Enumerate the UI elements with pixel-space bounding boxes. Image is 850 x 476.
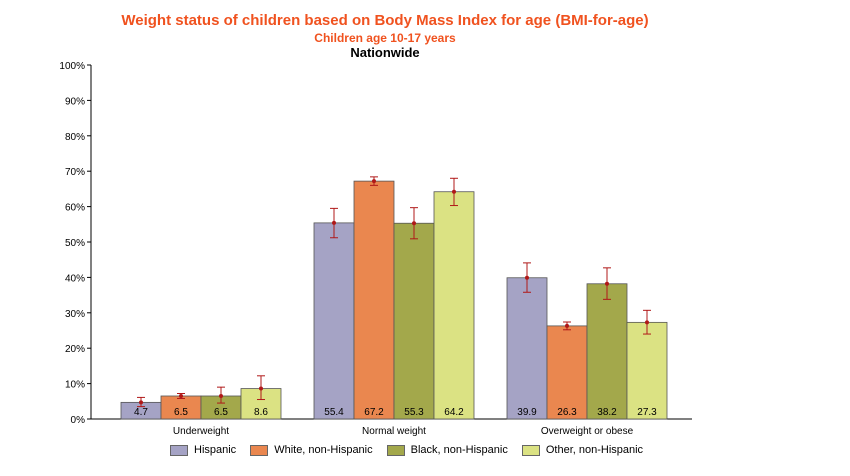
- legend-swatch: [386, 444, 405, 456]
- data-point: [139, 400, 143, 405]
- legend-label: Black, non-Hispanic: [410, 444, 508, 456]
- legend-swatch: [250, 444, 269, 456]
- data-label: 67.2: [364, 407, 384, 418]
- legend-label: Hispanic: [194, 444, 237, 456]
- data-label: 55.4: [324, 407, 344, 418]
- data-label: 39.9: [517, 407, 537, 418]
- data-point: [565, 323, 569, 328]
- legend-item: Black, non-Hispanic: [386, 444, 508, 456]
- data-point: [645, 320, 649, 325]
- data-label: 6.5: [214, 407, 228, 418]
- bar: [546, 325, 588, 420]
- y-tick-label: 60%: [65, 203, 85, 214]
- legend-label: Other, non-Hispanic: [545, 444, 644, 456]
- y-tick-label: 90%: [65, 96, 85, 107]
- data-point: [219, 393, 223, 398]
- legend-label: White, non-Hispanic: [274, 444, 373, 456]
- y-tick-label: 50%: [65, 238, 85, 249]
- bar: [433, 191, 475, 420]
- data-label: 64.2: [444, 407, 464, 418]
- x-category-label: Underweight: [173, 426, 229, 437]
- y-tick-label: 80%: [65, 132, 85, 143]
- data-point: [259, 386, 263, 391]
- data-label: 27.3: [637, 407, 657, 418]
- legend-item: White, non-Hispanic: [250, 444, 373, 456]
- bar: [586, 283, 628, 420]
- chart-subtitle: Children age 10-17 years: [314, 31, 456, 45]
- x-category-label: Normal weight: [362, 426, 426, 437]
- y-tick-label: 40%: [65, 273, 85, 284]
- bar: [353, 180, 395, 420]
- legend-item: Other, non-Hispanic: [521, 444, 644, 456]
- chart-legend: Hispanic White, non-Hispanic Black, non-Hi…: [170, 444, 643, 456]
- bar: [626, 321, 668, 420]
- data-point: [332, 220, 336, 225]
- bar: [506, 277, 548, 420]
- y-tick-label: 70%: [65, 167, 85, 178]
- y-tick-label: 20%: [65, 344, 85, 355]
- data-label: 38.2: [597, 407, 617, 418]
- chart-title: Weight status of children based on Body …: [121, 12, 649, 29]
- y-tick-label: 30%: [65, 309, 85, 320]
- data-label: 4.7: [134, 407, 148, 418]
- data-label: 26.3: [557, 407, 577, 418]
- y-tick-label: 10%: [65, 380, 85, 391]
- legend-swatch: [170, 444, 188, 456]
- data-label: 8.6: [254, 407, 268, 418]
- data-point: [605, 281, 609, 286]
- legend-swatch: [521, 444, 540, 456]
- data-label: 6.5: [174, 407, 188, 418]
- x-category-label: Overweight or obese: [541, 426, 634, 437]
- y-tick-label: 100%: [59, 61, 85, 72]
- data-point: [452, 189, 456, 194]
- data-label: 55.3: [404, 407, 424, 418]
- chart-region-label: Nationwide: [350, 45, 420, 60]
- data-point: [525, 275, 529, 280]
- bar: [313, 222, 355, 420]
- bar: [393, 222, 435, 420]
- legend-item: Hispanic: [170, 444, 236, 456]
- data-point: [179, 393, 183, 398]
- data-point: [372, 179, 376, 184]
- data-point: [412, 221, 416, 226]
- y-tick-label: 0%: [71, 415, 86, 426]
